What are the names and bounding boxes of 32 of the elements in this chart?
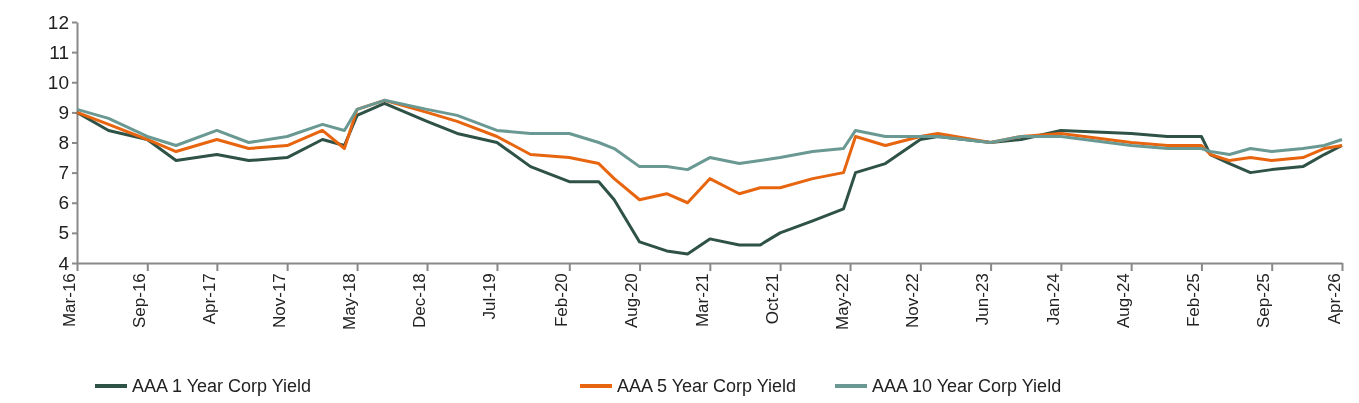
x-tick-label: Aug-24 (1113, 273, 1133, 329)
x-tick-label: Mar-21 (692, 273, 712, 328)
y-tick-label: 10 (47, 71, 69, 93)
legend-label: AAA 1 Year Corp Yield (132, 376, 312, 396)
x-tick-label: Nov-22 (903, 273, 923, 329)
y-tick-label: 7 (58, 162, 69, 184)
y-tick-label: 5 (58, 222, 69, 244)
x-tick-label: Jun-23 (973, 273, 993, 326)
x-tick-label: Feb-20 (551, 273, 571, 328)
legend-label: AAA 10 Year Corp Yield (872, 376, 1062, 396)
x-tick-label: Apr-17 (199, 273, 219, 325)
x-tick-label: Dec-18 (409, 273, 429, 329)
line-series (75, 98, 1344, 172)
y-tick-label: 9 (58, 101, 69, 123)
x-tick-label: Jul-19 (479, 273, 499, 320)
y-tick-label: 4 (58, 252, 70, 274)
x-tick-label: Apr-26 (1324, 273, 1344, 325)
x-tick-label: May-22 (832, 273, 852, 330)
x-tick-label: Nov-17 (269, 273, 289, 329)
y-tick-label: 11 (49, 41, 69, 63)
y-tick-label: 12 (47, 11, 69, 33)
x-tick-label: Jan-24 (1043, 273, 1063, 326)
y-tick-label: 8 (58, 132, 69, 154)
x-tick-label: Mar-16 (59, 273, 79, 328)
legend-label: AAA 5 Year Corp Yield (617, 376, 797, 396)
x-tick-label: Feb-25 (1184, 273, 1204, 328)
x-tick-label: Aug-20 (622, 273, 642, 329)
x-tick-label: May-18 (339, 273, 359, 330)
y-tick-label: 6 (58, 192, 69, 214)
x-tick-label: Sep-16 (129, 273, 149, 329)
x-tick-label: Oct-21 (762, 273, 782, 325)
x-tick-label: Sep-25 (1254, 273, 1274, 329)
